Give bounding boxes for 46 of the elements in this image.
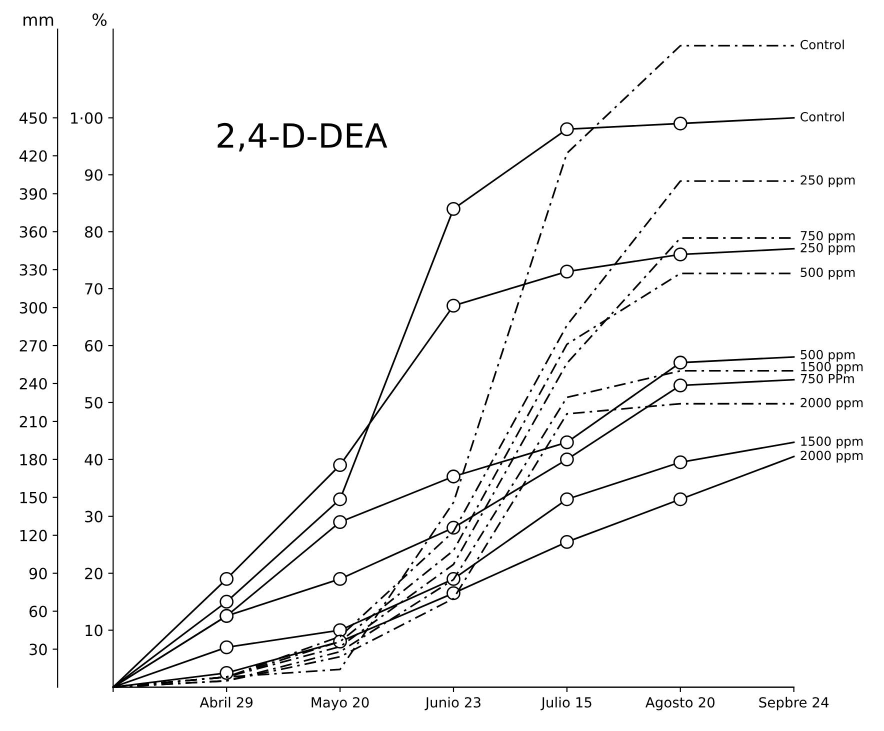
series-label: 250 ppm [800, 175, 855, 188]
series-label: 250 ppm [800, 242, 855, 255]
series-label: Control [800, 112, 844, 122]
y-tick-label: 20 [85, 568, 102, 580]
y2-tick-label: 330 [20, 264, 47, 276]
series-label: 500 ppm [800, 268, 855, 280]
y-tick-label: 70 [85, 283, 102, 295]
y2-tick-label: 210 [20, 416, 47, 428]
y2-tick-label: 240 [20, 378, 47, 390]
y-tick-label: 10 [86, 624, 102, 636]
y-tick-label: 60 [85, 340, 102, 352]
series-label: 500 ppm [800, 350, 855, 362]
y2-tick-label: 390 [20, 188, 47, 200]
y2-tick-label: 450 [19, 112, 47, 124]
y2-axis-title: mm [24, 16, 54, 26]
x-tick-label: Sepbre 24 [759, 696, 829, 710]
y2-tick-label: 120 [20, 530, 47, 542]
text: 2,4-D-DEA [218, 122, 388, 152]
y2-tick-label: 60 [30, 606, 47, 618]
x-tick-label: Agosto 20 [645, 697, 715, 710]
y2-tick-label: 360 [20, 226, 47, 238]
x-tick-label: Julio 15 [540, 696, 592, 710]
y2-tick-label: 150 [20, 492, 47, 504]
y2-tick-label: 30 [30, 644, 47, 656]
y2-tick-label: 90 [29, 568, 47, 580]
y-tick-label: 40 [84, 454, 102, 466]
y2-tick-label: 270 [20, 340, 47, 352]
y2-tick-label: 420 [19, 150, 47, 162]
y-tick-label: 80 [85, 226, 102, 238]
y2-tick-label: 180 [20, 454, 47, 466]
x-tick-label: Junio 23 [424, 696, 480, 710]
series-label: 2000 ppm [800, 450, 863, 463]
y-axis-title: % [92, 13, 107, 26]
x-tick-label: Mayo 20 [312, 697, 369, 710]
y2-tick-label: 300 [20, 302, 47, 314]
y-tick-label: 90 [84, 169, 102, 181]
series-label: 2000 ppm [800, 398, 863, 410]
series-label: 750 PPm [800, 374, 854, 384]
y-tick-label: 50 [85, 396, 102, 409]
x-tick-label: Abril 29 [200, 696, 253, 708]
series-label: 1500 ppm [801, 436, 863, 448]
series-label: 750 ppm [800, 230, 855, 243]
y-tick-label: 1·00 [71, 112, 102, 124]
series-label: Control [800, 40, 844, 50]
series-label: 1500 ppm [801, 362, 863, 374]
y-tick-label: 30 [85, 510, 102, 522]
